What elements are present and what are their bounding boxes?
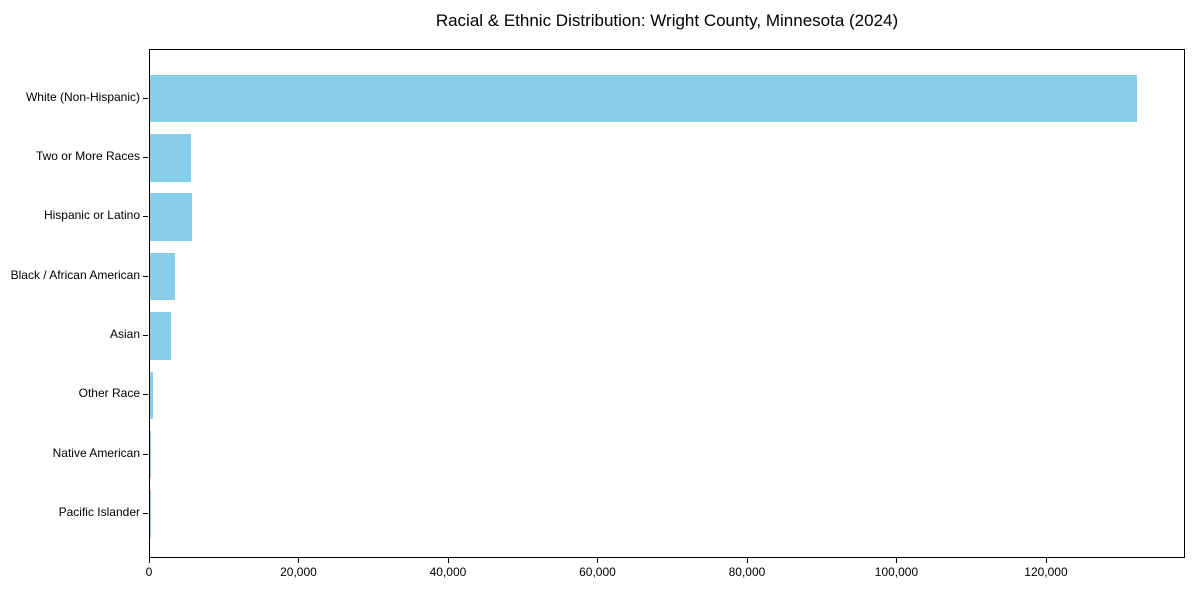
x-axis-tick bbox=[447, 558, 449, 563]
x-axis-tick bbox=[298, 558, 300, 563]
x-axis-tick bbox=[597, 558, 599, 563]
x-axis-label: 0 bbox=[145, 565, 153, 579]
y-axis-tick bbox=[143, 334, 148, 336]
x-axis-tick bbox=[896, 558, 898, 563]
x-axis-tick bbox=[1045, 558, 1047, 563]
x-axis-label: 120,000 bbox=[1024, 565, 1068, 579]
x-axis-tick bbox=[746, 558, 748, 563]
y-axis-label: Hispanic or Latino bbox=[43, 208, 140, 223]
y-axis-label: Other Race bbox=[78, 386, 140, 401]
bar-white-non-hispanic bbox=[150, 74, 1137, 123]
x-axis-label: 100,000 bbox=[874, 565, 919, 579]
bar-asian bbox=[150, 312, 171, 360]
bar-native-american bbox=[150, 430, 151, 479]
y-axis-label: Native American bbox=[52, 445, 140, 460]
y-axis-tick bbox=[143, 512, 148, 514]
x-axis-label: 80,000 bbox=[728, 565, 766, 579]
x-axis-tick bbox=[149, 558, 150, 563]
y-axis-label: Asian bbox=[109, 326, 140, 341]
y-axis-label: Two or More Races bbox=[35, 148, 140, 163]
y-axis-tick bbox=[143, 216, 148, 218]
x-axis-label: 40,000 bbox=[429, 565, 467, 579]
y-axis-tick bbox=[143, 453, 148, 455]
chart-title: Racial & Ethnic Distribution: Wright Cou… bbox=[435, 11, 899, 30]
y-axis-label: Pacific Islander bbox=[58, 504, 140, 519]
y-axis-tick bbox=[143, 156, 148, 158]
bar-black-african-american bbox=[150, 252, 175, 301]
y-axis-label: Black / African American bbox=[10, 267, 140, 282]
x-axis-label: 60,000 bbox=[579, 565, 616, 579]
bar-two-or-more-races bbox=[150, 134, 191, 182]
plot-area bbox=[149, 49, 1185, 558]
bar-other-race bbox=[150, 371, 153, 419]
bar-hispanic-or-latino bbox=[150, 193, 192, 241]
y-axis-label: White (Non-Hispanic) bbox=[25, 89, 140, 104]
y-axis-tick bbox=[143, 394, 148, 396]
y-axis-tick bbox=[143, 275, 148, 277]
y-axis-tick bbox=[143, 97, 148, 99]
x-axis-label: 20,000 bbox=[280, 565, 317, 579]
